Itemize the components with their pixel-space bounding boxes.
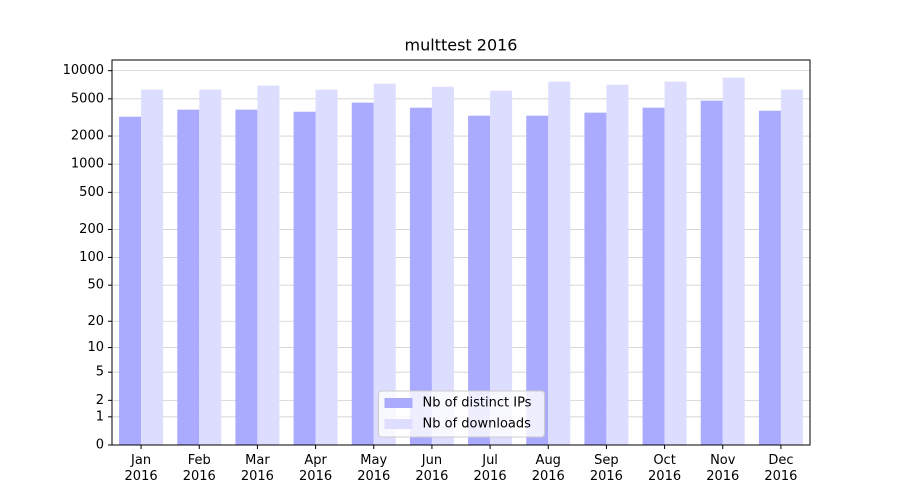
plot-frame (111, 59, 811, 446)
bar (293, 111, 316, 445)
x-tick-label: Sep 2016 (589, 453, 623, 484)
legend-box (378, 390, 545, 438)
y-tick-label: 100 (79, 250, 104, 265)
x-tick-label: Aug 2016 (531, 453, 565, 484)
legend-swatch (384, 419, 413, 429)
bar (373, 83, 396, 446)
chart-title: multtest 2016 (405, 36, 518, 55)
bar (700, 100, 723, 445)
y-tick-label: 2000 (71, 129, 104, 144)
bar (177, 109, 200, 445)
bar (584, 112, 607, 445)
x-tick-label: Jul 2016 (473, 453, 507, 484)
x-tick-label: Mar 2016 (240, 453, 274, 484)
bar (235, 109, 258, 445)
y-tick-label: 20 (87, 314, 104, 329)
bar (315, 89, 338, 445)
legend-label: Nb of distinct IPs (423, 396, 532, 411)
bar (642, 107, 665, 446)
bar (490, 90, 513, 445)
x-tick-label: Dec 2016 (764, 453, 798, 484)
legend-swatch (384, 398, 413, 408)
bar (119, 116, 142, 446)
x-tick-label: Nov 2016 (706, 453, 740, 484)
bar (409, 107, 432, 446)
x-tick-label: Apr 2016 (299, 453, 333, 484)
y-tick-label: 50 (87, 278, 104, 293)
bar (722, 77, 745, 445)
bar (431, 86, 454, 446)
bar (468, 115, 491, 445)
y-tick-label: 5 (96, 365, 104, 380)
bar (351, 102, 374, 445)
bar (526, 115, 549, 445)
bar (141, 89, 164, 445)
legend: Nb of distinct IPs Nb of downloads (378, 390, 545, 438)
x-tick-label: Jan 2016 (124, 453, 158, 484)
bar (606, 84, 629, 445)
bar (758, 110, 781, 445)
x-tick-label: Jun 2016 (415, 453, 449, 484)
y-tick-label: 1000 (71, 157, 104, 172)
x-tick-label: May 2016 (357, 453, 391, 484)
x-tick-label: Feb 2016 (182, 453, 216, 484)
bar (780, 89, 803, 445)
x-tick-label: Oct 2016 (648, 453, 682, 484)
y-tick-label: 5000 (71, 91, 104, 106)
bar (548, 81, 571, 446)
bar (257, 85, 280, 445)
y-tick-label: 10 (87, 340, 104, 355)
legend-label: Nb of downloads (423, 417, 532, 432)
y-tick-label: 500 (79, 185, 104, 200)
y-tick-label: 10000 (63, 63, 104, 78)
y-tick-label: 1 (96, 409, 104, 424)
y-tick-label: 200 (79, 222, 104, 237)
y-tick-label: 2 (96, 393, 104, 408)
y-tick-label: 0 (96, 438, 104, 453)
bar (664, 81, 687, 446)
bar (199, 89, 222, 445)
